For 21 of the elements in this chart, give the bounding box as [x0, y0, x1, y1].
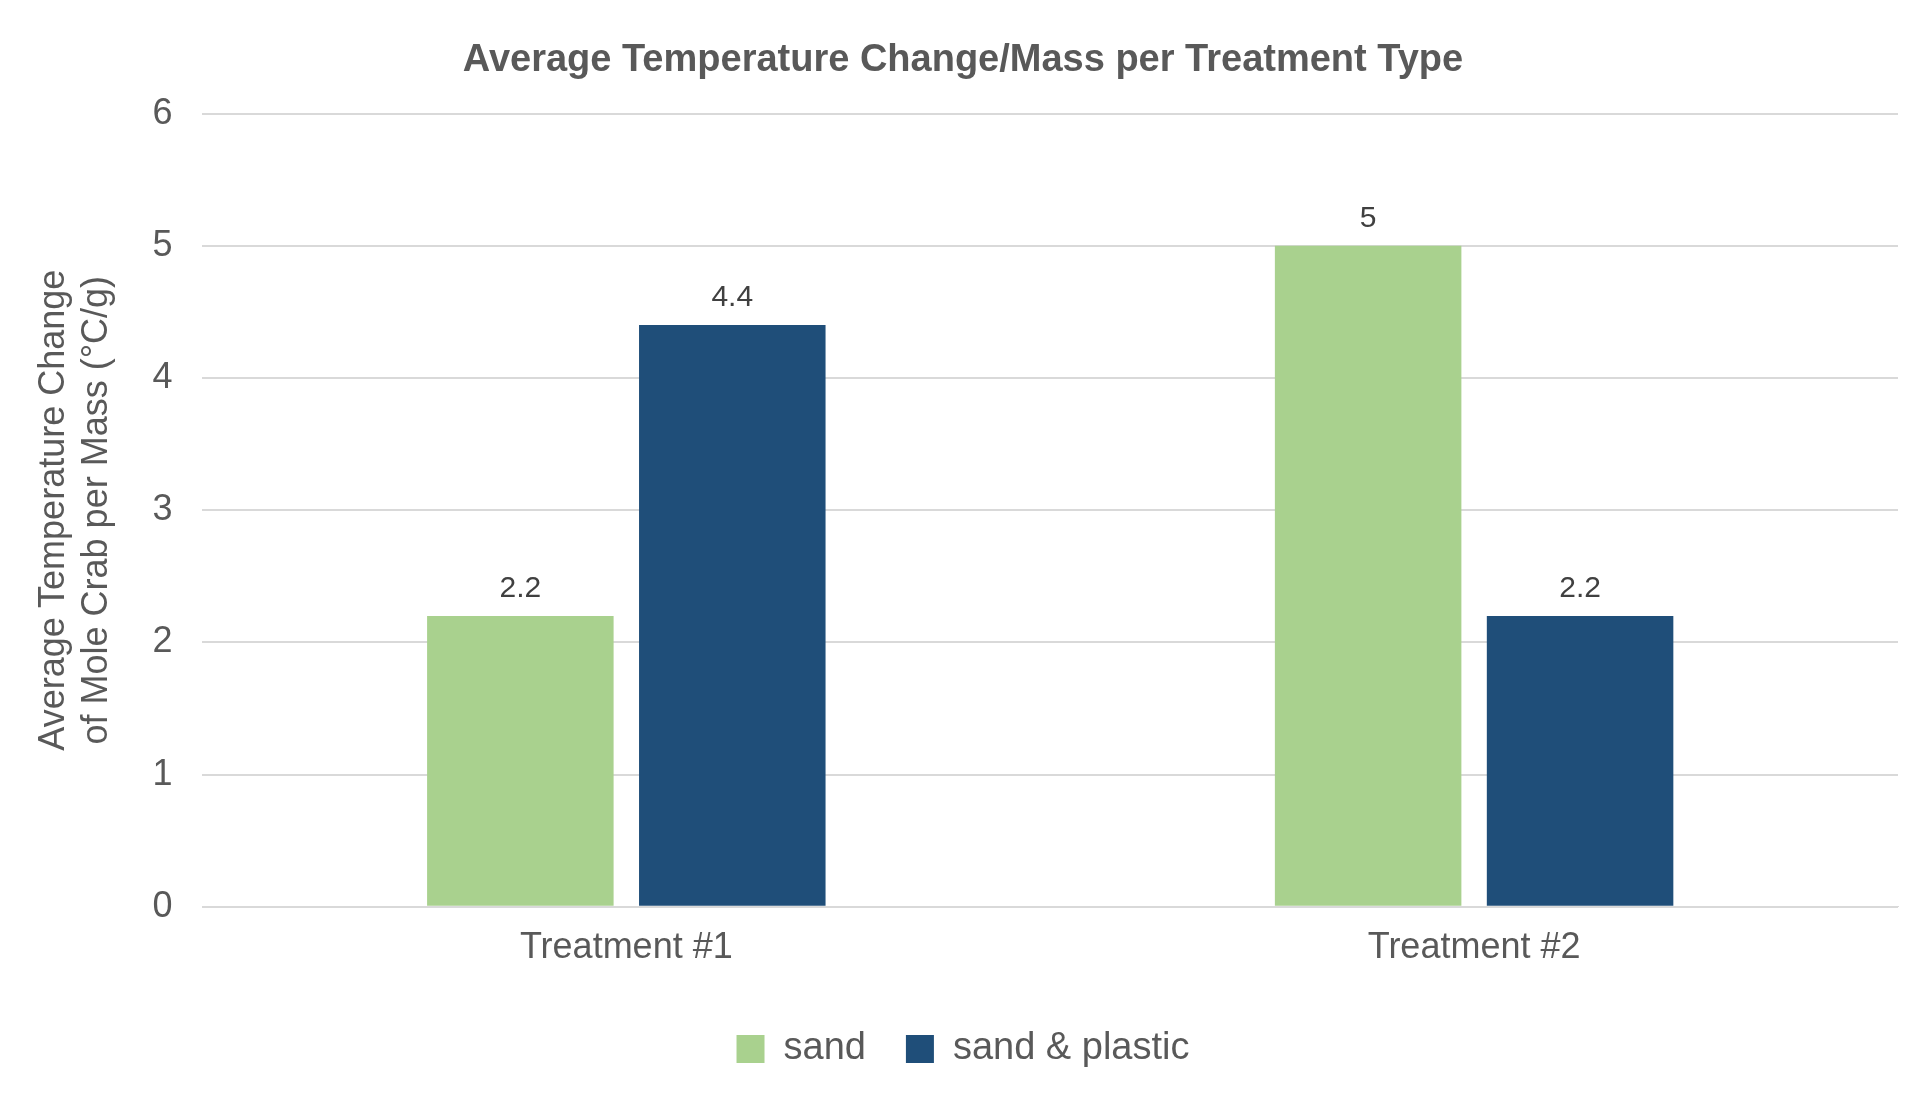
- x-tick-label: Treatment #1: [519, 925, 733, 967]
- legend-label: sand: [783, 1025, 866, 1068]
- bar: [639, 325, 826, 906]
- data-label: 2.2: [499, 570, 542, 604]
- x-tick-label: Treatment #2: [1367, 925, 1581, 967]
- y-tick-label: 0: [152, 883, 173, 925]
- y-tick-label: 6: [152, 90, 173, 132]
- data-label: 2.2: [1559, 570, 1601, 604]
- y-tick-label: 3: [152, 487, 173, 529]
- y-axis-title: Average Temperature Change of Mole Crab per Mass (°C/g): [30, 269, 115, 751]
- legend-label: sand & plastic: [952, 1025, 1190, 1068]
- chart-title: Average Temperature Change/Mass per Treatment Type: [462, 37, 1464, 80]
- bar: [1486, 615, 1674, 906]
- y-tick-label: 1: [152, 751, 173, 793]
- y-tick-label: 4: [152, 354, 173, 396]
- data-label: 4.4: [711, 279, 754, 313]
- bar: [427, 615, 614, 906]
- data-label: 5: [1359, 200, 1377, 234]
- y-tick-label: 2: [152, 619, 173, 661]
- y-tick-label: 5: [152, 222, 173, 264]
- bar: [1274, 245, 1462, 906]
